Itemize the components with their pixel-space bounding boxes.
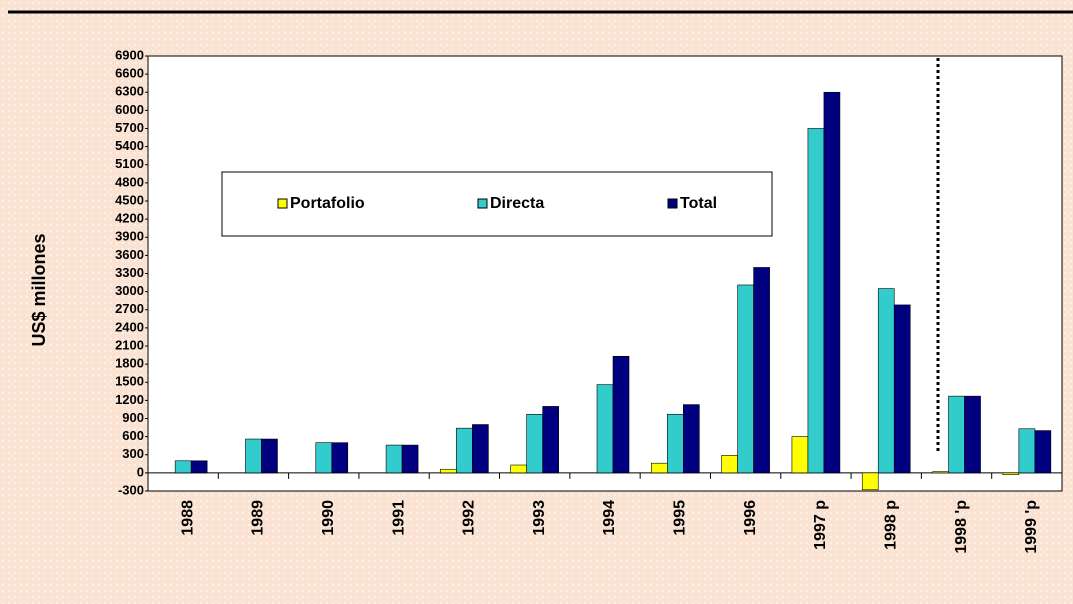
y-axis-title: US$ millones: [29, 233, 49, 346]
bar: [401, 444, 419, 474]
y-tick-label: 4200: [115, 211, 144, 226]
bar: [331, 442, 349, 474]
bar: [964, 395, 981, 474]
y-tick-label: 1800: [115, 356, 144, 371]
y-tick-label: 1500: [115, 374, 144, 389]
y-tick-label: 300: [122, 446, 144, 461]
y-tick-label: 2700: [115, 301, 144, 316]
x-tick-label: 1994: [601, 500, 618, 536]
x-tick-label: 1999 'p: [1023, 500, 1040, 554]
bar: [791, 436, 809, 474]
bar: [893, 304, 911, 474]
y-tick-label: 4500: [115, 192, 144, 207]
legend-label: Total: [680, 195, 717, 212]
bar: [245, 438, 262, 474]
y-tick-label: 6000: [115, 102, 144, 117]
y-tick-label: 0: [137, 464, 144, 479]
y-tick-label: 900: [122, 410, 144, 425]
legend-label: Directa: [490, 195, 544, 212]
bar: [737, 284, 754, 474]
x-tick-label: 1995: [672, 500, 689, 536]
x-tick-label: 1992: [461, 500, 478, 536]
x-tick-label: 1996: [742, 500, 759, 536]
y-tick-label: 5400: [115, 138, 144, 153]
y-tick-label: 2400: [115, 319, 144, 334]
x-tick-label: 1990: [320, 500, 337, 536]
bar: [510, 464, 527, 474]
bar: [721, 455, 738, 474]
bar: [948, 395, 965, 474]
bar: [683, 404, 700, 474]
bar: [315, 442, 333, 474]
x-tick-label: 1998 'p: [953, 500, 970, 554]
bar: [823, 91, 841, 474]
bar: [932, 471, 949, 474]
y-tick-label: 4800: [115, 174, 144, 189]
bar: [877, 288, 895, 474]
bar: [1018, 428, 1036, 474]
y-tick-label: 600: [122, 428, 144, 443]
bar: [440, 468, 457, 474]
bar: [174, 460, 192, 474]
x-tick-label: 1998 p: [882, 500, 899, 550]
y-tick-label: 5100: [115, 156, 144, 171]
legend-swatch: [477, 198, 488, 209]
x-tick-label: 1993: [531, 500, 548, 536]
y-tick-label: 6300: [115, 84, 144, 99]
bar: [807, 128, 825, 474]
bar: [456, 427, 473, 474]
y-tick-label: 1200: [115, 392, 144, 407]
y-tick-label: 3600: [115, 247, 144, 262]
bar: [753, 267, 770, 474]
bar: [261, 438, 278, 474]
y-tick-label: 6900: [115, 47, 144, 62]
y-tick-label: 5700: [115, 120, 144, 135]
legend-swatch: [277, 198, 288, 209]
bar: [667, 413, 684, 474]
bar: [542, 406, 559, 474]
y-tick-label: 3300: [115, 265, 144, 280]
y-tick-label: 2100: [115, 337, 144, 352]
x-tick-label: 1997 p: [812, 500, 829, 550]
bar: [385, 444, 403, 474]
y-tick-label: 3000: [115, 283, 144, 298]
bar: [190, 460, 208, 474]
bar: [472, 424, 489, 474]
legend-swatch: [667, 198, 678, 209]
bar: [612, 355, 630, 474]
y-tick-label: 6600: [115, 66, 144, 81]
bar: [861, 472, 879, 491]
bar: [651, 462, 668, 474]
y-tick-label: -300: [118, 482, 144, 497]
bar: [1002, 472, 1020, 475]
x-tick-label: 1989: [250, 500, 267, 536]
bar: [596, 384, 614, 474]
bar: [1034, 430, 1052, 474]
legend: [221, 171, 773, 237]
bar: [526, 413, 543, 474]
x-tick-label: 1991: [390, 500, 407, 536]
x-tick-label: 1988: [179, 500, 196, 536]
legend-label: Portafolio: [290, 195, 365, 212]
y-tick-label: 3900: [115, 229, 144, 244]
